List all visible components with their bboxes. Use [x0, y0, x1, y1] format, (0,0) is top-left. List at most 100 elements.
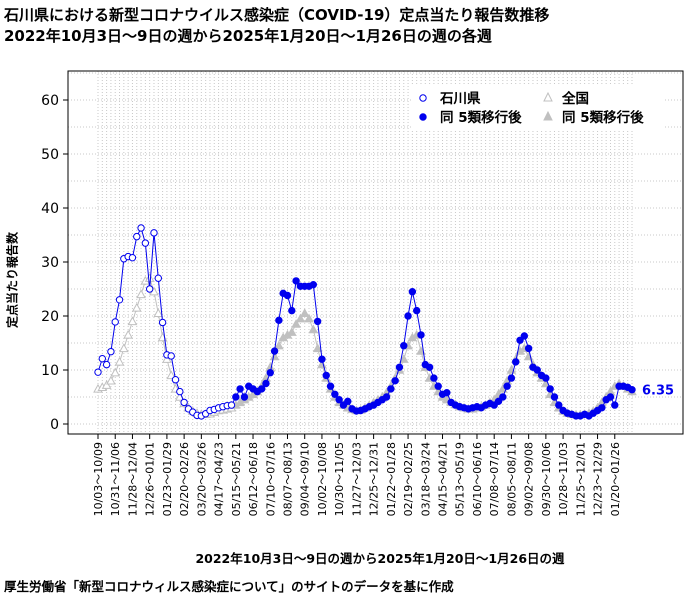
- ishikawa-point: [404, 312, 412, 320]
- y-axis: 0 10 20 30 40 50 60: [41, 93, 68, 433]
- ishikawa-point: [94, 368, 102, 376]
- ishikawa-point: [150, 229, 158, 237]
- legend: 石川県 全国同 5類移行後 同 5類移行後: [411, 86, 663, 130]
- x-tick-label: 12/23～12/29: [592, 442, 605, 516]
- x-tick-label: 07/10～07/16: [264, 442, 277, 516]
- x-axis: 10/03～10/09 10/31～11/06 11/28～12/04 12/26～0…: [92, 434, 622, 516]
- y-tick-label: 40: [41, 201, 59, 217]
- ishikawa-point: [309, 280, 318, 289]
- grid-group: [68, 71, 683, 434]
- x-tick-label: 01/20～01/26: [609, 442, 622, 516]
- ishikawa-point: [326, 382, 335, 390]
- y-tick-label: 10: [41, 363, 59, 379]
- ishikawa-point: [344, 397, 352, 406]
- x-tick-label: 11/25～12/01: [574, 442, 587, 516]
- ishikawa-point: [425, 363, 434, 371]
- ishikawa-point: [176, 387, 184, 396]
- x-tick-label: 06/12～06/18: [247, 442, 260, 516]
- ishikawa-point: [98, 354, 107, 363]
- ishikawa-point: [391, 377, 399, 385]
- ishikawa-point: [335, 396, 343, 404]
- plot-frame: [67, 70, 684, 435]
- y-tick-label: 30: [41, 255, 59, 271]
- ishikawa-point: [115, 296, 124, 304]
- national-point: [106, 375, 116, 385]
- legend-marker-ishikawa-post: [419, 113, 427, 121]
- x-tick-label: 09/04～09/10: [299, 442, 312, 516]
- ishikawa-point: [430, 374, 438, 382]
- ishikawa-point: [137, 224, 145, 232]
- ishikawa-point: [313, 317, 322, 326]
- ishikawa-point: [512, 358, 520, 366]
- chart-subtitle: 2022年10月3日～9日の週から2025年1月20日～1月26日の週の各週: [4, 27, 492, 45]
- ishikawa-point: [107, 347, 115, 356]
- x-tick-label: 02/20～02/26: [178, 442, 191, 516]
- ishikawa-point: [417, 331, 425, 339]
- national-point: [304, 313, 314, 323]
- ishikawa-point: [322, 371, 330, 380]
- x-tick-label: 07/08～07/14: [488, 442, 501, 516]
- ishikawa-point: [111, 318, 119, 326]
- ishikawa-point: [145, 285, 154, 293]
- ishikawa-point: [240, 393, 249, 401]
- x-tick-label: 05/13～05/19: [454, 442, 467, 516]
- x-tick-label: 03/20～03/26: [195, 442, 208, 516]
- x-tick-label: 12/26～01/01: [144, 442, 157, 516]
- legend-label: 同 5類移行後: [562, 109, 644, 126]
- x-tick-label: 05/15～05/21: [230, 442, 243, 516]
- ishikawa-point: [412, 306, 421, 315]
- national-point: [286, 327, 297, 336]
- ishikawa-point: [236, 385, 244, 393]
- ishikawa-point: [408, 288, 417, 296]
- national-point: [136, 289, 146, 299]
- ishikawa-point: [499, 393, 507, 401]
- legend-label: 同 5類移行後: [440, 109, 522, 126]
- national-point: [101, 380, 112, 389]
- national-point: [114, 356, 125, 366]
- ishikawa-point: [546, 385, 554, 393]
- legend-marker-national: [543, 91, 553, 102]
- y-axis-label-wrap: 定点当たり報告数: [2, 200, 22, 360]
- x-tick-label: 04/17～04/23: [213, 442, 226, 516]
- ishikawa-point: [154, 274, 162, 282]
- national-point: [166, 370, 177, 380]
- ishikawa-point: [387, 385, 395, 393]
- ishikawa-point: [266, 369, 274, 377]
- ishikawa-point: [524, 344, 533, 353]
- x-tick-label: 10/31～11/06: [109, 442, 122, 516]
- x-tick-label: 11/28～12/04: [126, 442, 139, 516]
- national-point: [299, 308, 310, 317]
- ishikawa-point: [598, 404, 606, 412]
- ishikawa-point: [232, 393, 240, 401]
- ishikawa-point: [288, 306, 296, 315]
- y-axis-label: 定点当たり報告数: [5, 231, 20, 329]
- ishikawa-point: [550, 393, 559, 401]
- ishikawa-point: [555, 401, 563, 409]
- x-tick-label: 06/10～06/16: [471, 442, 484, 516]
- ishikawa-point: [542, 374, 550, 382]
- x-tick-label: 08/07～08/13: [281, 442, 294, 516]
- ishikawa-point: [318, 355, 326, 363]
- ishikawa-point: [507, 374, 516, 382]
- x-tick-label: 01/23～01/29: [161, 442, 174, 516]
- legend-label: 石川県: [439, 91, 481, 107]
- y-tick-label: 20: [41, 309, 59, 325]
- ishikawa-point: [516, 336, 524, 344]
- end-value-label: 6.35: [642, 384, 674, 399]
- x-tick-label: 10/28～11/03: [557, 442, 570, 516]
- ishikawa-point: [382, 393, 391, 401]
- national-point: [274, 340, 284, 350]
- ishikawa-point: [141, 239, 150, 247]
- national-point: [127, 316, 138, 326]
- ishikawa-point: [443, 388, 451, 397]
- legend-box: [411, 86, 663, 130]
- ishikawa-point: [533, 366, 541, 374]
- legend-marker-national-post: [543, 110, 553, 121]
- national-point: [123, 329, 133, 339]
- x-tick-label: 02/19～02/25: [402, 442, 415, 516]
- ishikawa-point: [102, 360, 111, 369]
- x-tick-label: 01/22～01/28: [385, 442, 398, 516]
- ishikawa-point: [257, 385, 266, 393]
- x-tick-label: 09/02～09/08: [523, 442, 536, 516]
